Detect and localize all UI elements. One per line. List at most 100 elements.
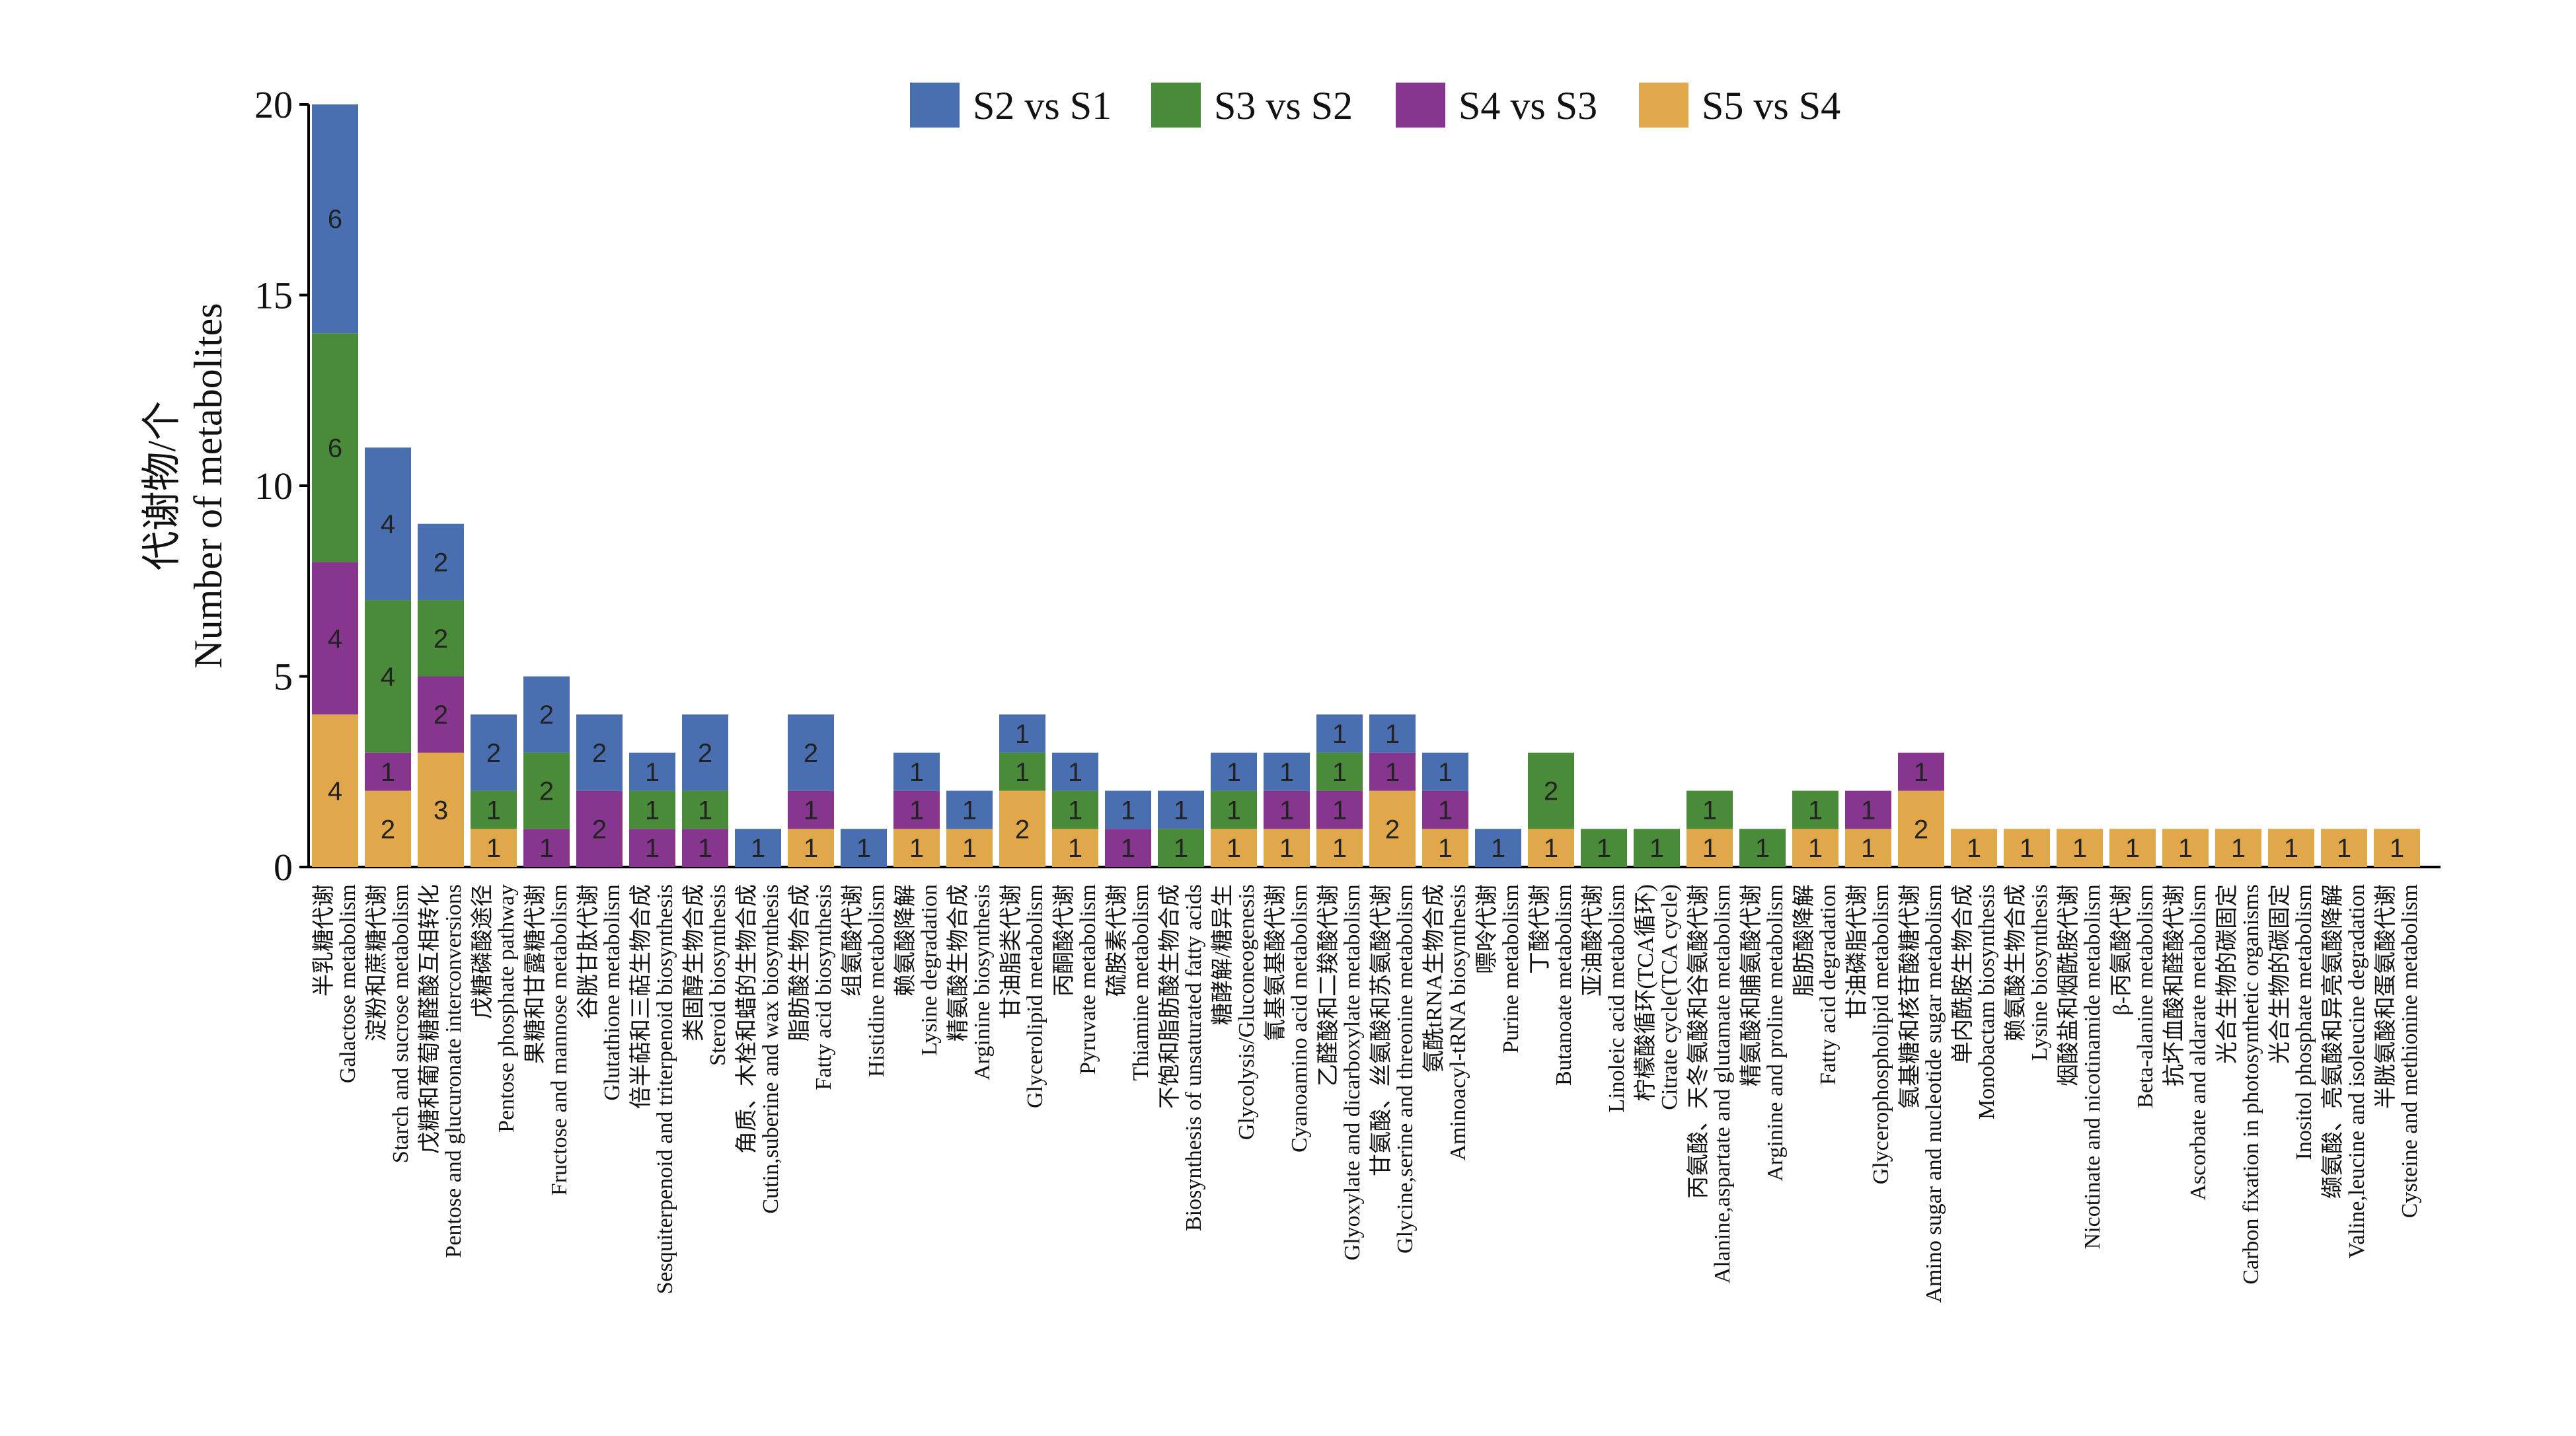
value-label: 1 [1385,720,1400,749]
value-label: 1 [804,796,818,825]
value-label: 2 [434,700,448,730]
legend-label: S2 vs S1 [973,84,1112,128]
value-label: 1 [909,834,924,863]
bar-segment [312,562,358,715]
x-tick-label: Nicotinate and nicotinamide metabolism [2080,884,2105,1249]
bar-segment [1792,790,1838,829]
value-label: 1 [1174,834,1188,863]
bar-segment [1158,829,1204,867]
bar-segment [2057,829,2103,867]
bar-segment [629,790,675,829]
value-label: 1 [1279,834,1294,863]
x-tick-label: Galactose metabolism [336,884,360,1083]
x-tick-label: 角质、木栓和蜡的生物合成 [734,884,759,1154]
x-tick-label: β-丙氨酸代谢 [2109,884,2134,1016]
x-tick-label: 脂肪酸生物合成 [787,884,812,1041]
value-label: 1 [1808,834,1823,863]
bar-segment [735,829,781,867]
value-label: 1 [2125,834,2140,863]
x-tick-label: Biosynthesis of unsaturated fatty acids [1182,884,1206,1231]
x-tick-label: 丙氨酸、天冬氨酸和谷氨酸代谢 [1686,884,1711,1199]
bar-segment [1792,829,1838,867]
bar-segment [523,752,570,829]
x-tick-label: 光合生物的碳固定 [2267,884,2292,1064]
x-tick-label: 甘油脂类代谢 [999,884,1024,1019]
value-label: 2 [1015,815,1030,844]
value-label: 1 [909,758,924,787]
bar-segment [523,676,570,753]
value-label: 4 [381,663,395,692]
x-tick-label: 烟酸盐和烟酰胺代谢 [2056,884,2081,1086]
y-tick-label: 15 [254,274,293,317]
x-tick-label: 精氨酸生物合成 [946,884,971,1041]
legend-swatch [1396,83,1445,128]
x-tick-label: 淀粉和蔗糖代谢 [364,884,389,1041]
y-tick-label: 0 [274,846,293,889]
x-tick-label: Purine metabolism [1499,884,1523,1053]
bar-segment [1369,752,1416,791]
bar-segment [682,829,728,867]
x-tick-label: 谷胱甘肽代谢 [576,884,601,1019]
x-tick-label: Sesquiterpenoid and triterpenoid biosynt… [653,884,677,1294]
value-label: 1 [698,796,712,825]
x-tick-label: 糖酵解/糖异生 [1210,884,1235,1025]
value-label: 1 [1227,834,1241,863]
x-tick-label: Ascorbate and aldarate metabolism [2186,884,2211,1201]
x-tick-label: 戊糖磷酸途径 [470,884,495,1019]
bar-segment [1158,790,1204,829]
bar-segment [1211,752,1257,791]
value-label: 2 [539,777,554,806]
value-label: 1 [486,796,501,825]
bar-segment [365,447,411,601]
bar-segment [1422,790,1468,829]
x-tick-label: 氨基糖和核苷酸糖代谢 [1897,884,1922,1109]
x-tick-label: Beta-alanine metabolism [2133,884,2158,1108]
bar-segment [999,714,1045,753]
x-tick-label: 甘氨酸、丝氨酸和苏氨酸代谢 [1369,884,1394,1176]
value-label: 2 [1544,777,1558,806]
value-label: 1 [2231,834,2246,863]
x-tick-label: 赖氨酸生物合成 [2003,884,2028,1041]
bar-segment [629,829,675,867]
bar-segment [418,600,464,677]
bar-segment [1369,714,1416,753]
value-label: 1 [1861,834,1875,863]
value-label: 1 [1068,758,1082,787]
value-label: 1 [1914,758,1928,787]
x-tick-label: Glycine,serine and threonine metabolism [1393,884,1418,1254]
bar-segment [576,714,623,791]
bar-segment [418,676,464,753]
y-tick-label: 10 [254,465,293,508]
value-label: 1 [1332,758,1347,787]
bar-segment [1845,829,1891,867]
y-tick-label: 5 [274,656,293,699]
x-tick-label: Cutin,suberine and wax biosynthesis [759,884,783,1214]
value-label: 1 [1438,758,1453,787]
bar-segment [1264,752,1310,791]
bar-segment [1316,829,1363,867]
value-label: 1 [1438,796,1453,825]
value-label: 2 [804,739,818,768]
x-tick-label: 精氨酸和脯氨酸代谢 [1739,884,1764,1086]
bar-segment [2162,829,2209,867]
x-tick-label: 戊糖和葡萄糖醛酸互相转化 [417,884,442,1154]
bar-segment [312,333,358,562]
bar-segment [471,790,517,829]
bar-segment [418,752,464,867]
bar-segment [365,752,411,791]
value-label: 2 [1385,815,1400,844]
bar-segment [1686,790,1733,829]
x-tick-label: 不饱和脂肪酸生物合成 [1157,884,1182,1109]
bar-segment [946,790,993,829]
x-tick-label: 脂肪酸降解 [1792,884,1817,997]
bar-segment [1369,790,1416,867]
x-tick-label: Starch and sucrose metabolism [389,884,413,1163]
x-tick-label: Carbon fixation in photosynthetic organi… [2239,884,2263,1285]
x-tick-label: 果糖和甘露糖代谢 [523,884,548,1064]
x-tick-label: Pentose and glucuronate interconversions [441,884,466,1258]
x-tick-label: Alanine,aspartate and glutamate metaboli… [1710,884,1735,1283]
value-label: 1 [1279,758,1294,787]
value-label: 1 [1385,758,1400,787]
value-label: 1 [1068,834,1082,863]
